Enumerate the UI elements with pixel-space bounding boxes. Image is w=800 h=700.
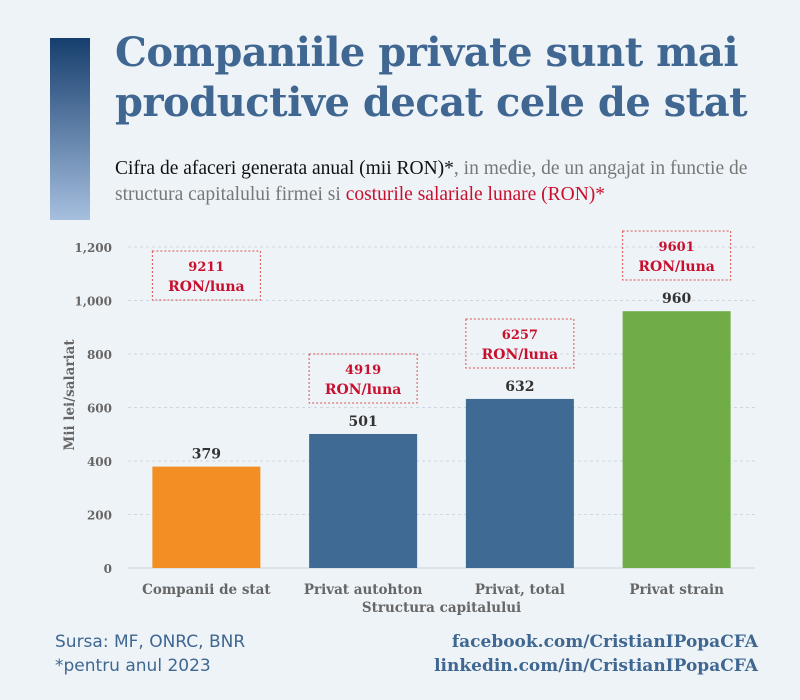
bar-value-label: 632 xyxy=(505,379,534,395)
annotation-value: 4919 xyxy=(345,363,381,378)
annotation-value: 9211 xyxy=(188,260,224,275)
linkedin-link[interactable]: linkedin.com/in/CristianIPopaCFA xyxy=(434,656,758,676)
bar xyxy=(465,398,574,568)
y-tick-label: 200 xyxy=(87,509,112,523)
bar-value-label: 379 xyxy=(192,447,221,463)
subtitle-mid: , in medie, de un angajat in functie de … xyxy=(115,158,748,205)
footnote: *pentru anul 2023 xyxy=(55,656,211,676)
subtitle-main: Cifra de afaceri generata anual (mii RON… xyxy=(115,158,454,179)
annotation-unit: RON/luna xyxy=(482,347,559,363)
y-tick-label: 1,000 xyxy=(74,295,112,309)
annotation-box xyxy=(465,318,575,369)
social-links: facebook.com/CristianIPopaCFA linkedin.c… xyxy=(434,630,758,678)
y-tick-label: 1,200 xyxy=(74,241,112,255)
y-tick-label: 400 xyxy=(87,455,112,469)
source-block: Sursa: MF, ONRC, BNR *pentru anul 2023 xyxy=(55,630,245,678)
bar-chart: 0 200 400 600 800 1,000 1,200 379 Companii de st… xyxy=(62,230,755,616)
subtitle-highlight: costurile salariale lunare (RON)* xyxy=(345,184,606,205)
annotation-value: 6257 xyxy=(502,328,538,343)
facebook-link[interactable]: facebook.com/CristianIPopaCFA xyxy=(451,632,758,652)
subtitle: Cifra de afaceri generata anual (mii RON… xyxy=(115,156,795,208)
annotation-unit: RON/luna xyxy=(638,259,715,275)
bar xyxy=(309,433,418,568)
page-title: Companiile private sunt mai productive d… xyxy=(115,29,748,126)
accent-bar xyxy=(50,38,90,220)
y-tick-label: 0 xyxy=(104,562,112,576)
bar xyxy=(152,466,261,568)
y-tick-label: 800 xyxy=(87,348,112,362)
annotation-box xyxy=(622,230,732,281)
x-tick-label: Privat, total xyxy=(475,582,565,598)
y-tick-label: 600 xyxy=(87,402,112,416)
annotation-box xyxy=(308,353,418,404)
x-axis-title: Structura capitalului xyxy=(362,600,521,616)
annotation-value: 9601 xyxy=(659,240,695,255)
x-tick-label: Companii de stat xyxy=(142,582,271,598)
x-tick-label: Privat autohton xyxy=(304,582,423,598)
y-axis-title: Mii lei/salariat xyxy=(62,339,78,451)
source-text: Sursa: MF, ONRC, BNR xyxy=(55,632,246,652)
annotation-box xyxy=(151,250,261,301)
annotation-unit: RON/luna xyxy=(168,279,245,295)
annotation-unit: RON/luna xyxy=(325,382,402,398)
bar-value-label: 501 xyxy=(349,414,378,430)
x-tick-label: Privat strain xyxy=(629,582,724,598)
bar-value-label: 960 xyxy=(662,291,691,307)
bar xyxy=(622,311,731,568)
